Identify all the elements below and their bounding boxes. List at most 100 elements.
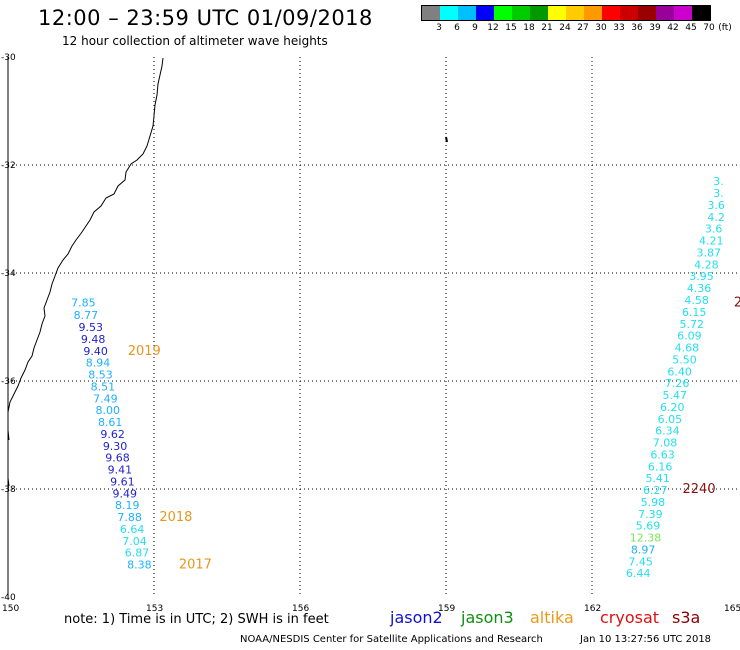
legend-swatch <box>620 6 638 20</box>
swh-value: 5.72 <box>680 318 705 331</box>
page-subtitle: 12 hour collection of altimeter wave hei… <box>62 34 328 48</box>
lon-tick-label: 150 <box>2 604 19 614</box>
swh-value: 7.49 <box>93 392 118 405</box>
swh-value: 7.88 <box>117 511 142 524</box>
swh-value: 6.87 <box>125 547 150 560</box>
island-mark <box>445 136 448 143</box>
credit-text: NOAA/NESDIS Center for Satellite Applica… <box>240 634 543 645</box>
legend-label: 6 <box>454 23 460 33</box>
swh-value: 4.68 <box>675 342 700 355</box>
legend-label: 3 <box>436 23 442 33</box>
swh-value: 5.69 <box>636 520 661 533</box>
legend-labels: 3 6 9 12 15 18 21 24 27 30 33 36 39 42 45 70 (ft) <box>421 21 732 35</box>
swh-value: 6.40 <box>667 365 692 378</box>
time-label: 2018 <box>159 510 192 525</box>
swh-value: 6.63 <box>650 448 675 461</box>
time-label: 2017 <box>179 558 212 573</box>
swh-value: 6.16 <box>648 460 673 473</box>
legend-label: 18 <box>523 23 535 33</box>
swh-value: 12.38 <box>630 532 662 545</box>
legend-label: 39 <box>649 23 661 33</box>
swh-value: 9.62 <box>100 428 125 441</box>
wave-observations: 7.858.779.539.489.408.948.538.517.498.00… <box>71 175 740 580</box>
mission-jason3: jason3 <box>461 608 514 627</box>
page-title: 12:00 – 23:59 UTC 01/09/2018 <box>38 6 373 30</box>
legend-swatch <box>476 6 494 20</box>
legend-swatch <box>530 6 548 20</box>
swh-value: 9.68 <box>105 452 130 465</box>
time-label: 2019 <box>128 344 161 359</box>
mission-altika: altika <box>530 608 574 627</box>
coast-fragment <box>7 429 10 441</box>
legend-label: 24 <box>559 23 571 33</box>
mission-cryosat: cryosat <box>600 608 660 627</box>
legend-swatch <box>656 6 674 20</box>
swh-value: 6.15 <box>682 306 707 319</box>
legend-swatch <box>584 6 602 20</box>
swh-value: 9.53 <box>78 321 103 334</box>
swh-value: 8.51 <box>91 380 116 393</box>
swh-value: 4.28 <box>694 258 719 271</box>
swh-value: 6.20 <box>660 401 685 414</box>
swh-value: 7.08 <box>653 437 678 450</box>
lon-tick-label: 159 <box>438 604 455 614</box>
lat-tick-label: -38 <box>1 485 16 495</box>
legend-label: 70 <box>703 23 715 33</box>
swh-value: 7.26 <box>665 377 690 390</box>
swh-value: 4.2 <box>707 211 725 224</box>
swh-value: 3. <box>713 175 724 188</box>
legend-swatch <box>422 6 440 20</box>
swh-value: 3. <box>713 187 724 200</box>
swh-value: 8.19 <box>115 499 140 512</box>
legend-label: 15 <box>505 23 517 33</box>
swh-value: 8.77 <box>74 309 99 322</box>
swh-value: 7.45 <box>628 555 653 568</box>
swh-value: 5.50 <box>672 353 697 366</box>
swh-value: 9.49 <box>113 487 138 500</box>
swh-value: 4.21 <box>699 235 724 248</box>
swh-value: 9.30 <box>103 440 128 453</box>
legend-swatch <box>692 6 710 20</box>
legend-label: 42 <box>667 23 679 33</box>
swh-value: 9.48 <box>81 333 106 346</box>
australia-coastline <box>7 57 164 413</box>
lat-tick-label: -36 <box>1 377 16 387</box>
lat-tick-label: -34 <box>1 269 16 279</box>
mission-jason2: jason2 <box>390 608 443 627</box>
lat-tick-label: -32 <box>1 161 16 171</box>
legend-label: 36 <box>631 23 643 33</box>
legend-label: 45 <box>685 23 697 33</box>
color-legend: 3 6 9 12 15 18 21 24 27 30 33 36 39 42 45 70 (ft) <box>421 5 732 35</box>
legend-swatch <box>638 6 656 20</box>
swh-value: 9.40 <box>83 345 108 358</box>
time-label: 2 <box>734 296 740 311</box>
legend-swatch <box>548 6 566 20</box>
legend-swatch <box>458 6 476 20</box>
legend-swatch <box>440 6 458 20</box>
lon-tick-label: 153 <box>146 604 163 614</box>
swh-value: 7.04 <box>122 535 147 548</box>
legend-swatch <box>494 6 512 20</box>
legend-label: 12 <box>487 23 499 33</box>
legend-label: 21 <box>541 23 553 33</box>
legend-swatch <box>674 6 692 20</box>
swh-value: 6.34 <box>655 425 680 438</box>
legend-label: 30 <box>595 23 607 33</box>
swh-value: 6.27 <box>643 484 668 497</box>
swh-value: 8.94 <box>86 357 111 370</box>
swh-value: 6.44 <box>626 567 651 580</box>
swh-value: 3.6 <box>705 223 723 236</box>
lat-tick-label: -40 <box>1 593 16 603</box>
swh-value: 8.97 <box>631 543 656 556</box>
timestamp: Jan 10 13:27:56 UTC 2018 <box>580 634 712 645</box>
swh-value: 4.36 <box>687 282 712 295</box>
legend-label: 33 <box>613 23 625 33</box>
swh-value: 9.41 <box>108 464 133 477</box>
legend-swatch <box>602 6 620 20</box>
coastline <box>7 57 448 487</box>
swh-value: 8.00 <box>96 404 121 417</box>
swh-value: 9.61 <box>110 475 135 488</box>
swh-value: 8.53 <box>88 369 113 382</box>
